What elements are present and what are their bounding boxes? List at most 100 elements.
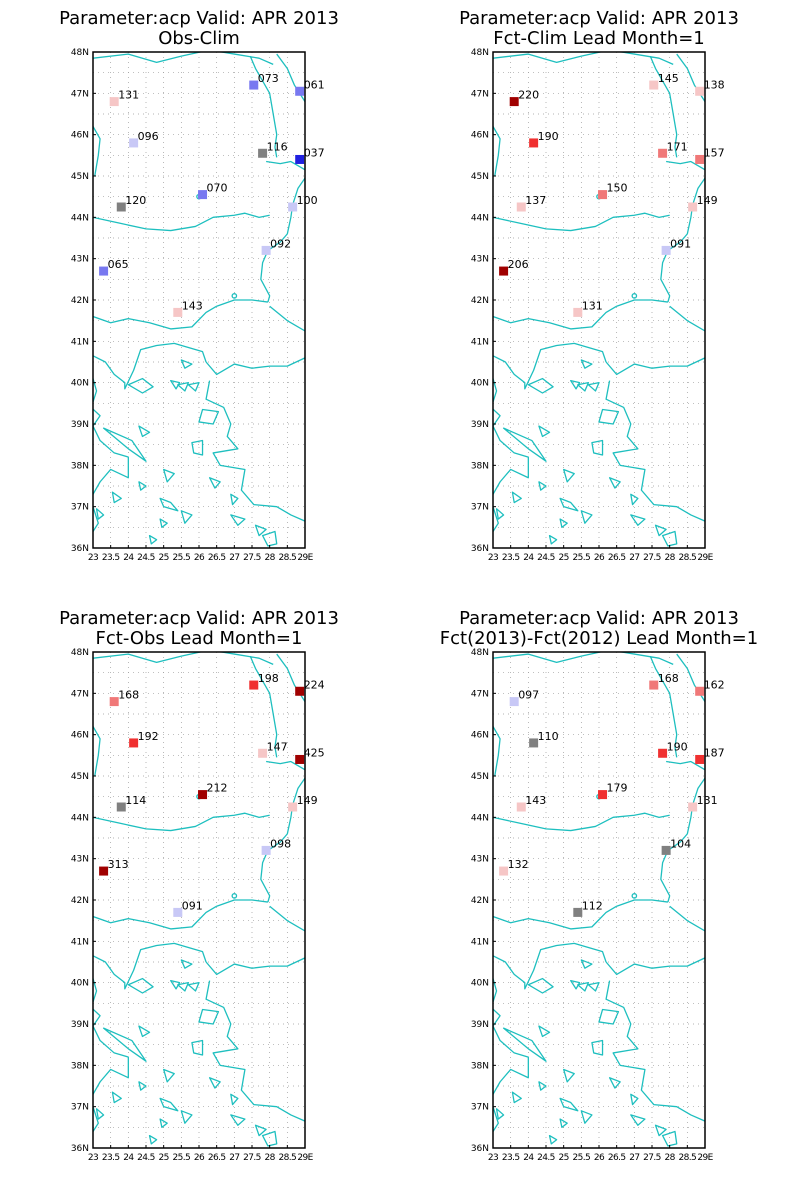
lon-tick-label: 27.5	[643, 553, 661, 563]
coastline	[93, 942, 207, 990]
lon-tick-label: 26	[194, 1153, 205, 1163]
lon-tick-label: 29E	[697, 553, 713, 563]
island-outline	[163, 468, 175, 483]
station-marker	[658, 748, 668, 758]
station-value-label: 198	[258, 672, 279, 685]
station-marker	[109, 97, 119, 107]
coastline	[669, 305, 705, 332]
island-outline	[138, 481, 147, 491]
island-outline	[598, 408, 620, 425]
station-marker	[295, 686, 305, 696]
station-marker	[688, 802, 698, 812]
lat-tick-label: 47N	[71, 89, 89, 99]
island-outline	[502, 427, 547, 462]
station-marker	[649, 680, 659, 690]
coastline	[205, 357, 305, 376]
coastline	[260, 177, 305, 303]
island-outline	[527, 377, 554, 394]
lon-tick-label: 25	[159, 553, 169, 563]
coastline	[93, 126, 101, 177]
station-marker	[198, 790, 208, 800]
station-marker	[295, 754, 305, 764]
coastline	[493, 942, 607, 990]
coastline	[249, 655, 278, 758]
station-marker	[516, 202, 526, 212]
lon-tick-label: 29E	[697, 1153, 713, 1163]
station-marker	[688, 202, 698, 212]
island-outline	[511, 1091, 522, 1104]
coastline	[666, 760, 705, 771]
lat-tick-label: 45N	[71, 172, 89, 182]
island-outline	[230, 1093, 239, 1106]
coastline	[93, 652, 274, 665]
coastline	[493, 506, 499, 532]
lat-tick-label: 47N	[471, 689, 489, 699]
coastline	[493, 126, 501, 177]
lat-tick-label: 36N	[471, 1144, 489, 1154]
lat-tick-label: 38N	[471, 461, 489, 471]
lat-tick-label: 38N	[71, 1061, 89, 1071]
panel-subtitle: Obs-Clim	[158, 28, 240, 49]
panel-title: Parameter:acp Valid: APR 2013	[59, 8, 339, 29]
island-outline	[191, 439, 204, 456]
station-marker	[288, 802, 298, 812]
island-outline	[127, 377, 154, 394]
coastline	[660, 177, 705, 303]
station-marker	[173, 907, 183, 917]
coastline	[249, 55, 278, 158]
island-outline	[230, 514, 246, 526]
lon-tick-label: 28	[265, 1153, 276, 1163]
island-outline	[570, 979, 581, 990]
lon-tick-label: 28	[665, 1153, 676, 1163]
station-marker	[173, 307, 183, 317]
lon-tick-label: 24.5	[537, 1153, 555, 1163]
island-outline	[608, 477, 621, 489]
coastline	[511, 1167, 610, 1179]
island-outline	[180, 959, 193, 969]
island-outline	[102, 427, 147, 462]
island-outline	[177, 982, 190, 992]
island-outline	[563, 468, 575, 483]
coastline	[216, 299, 268, 307]
lon-tick-label: 28.5	[679, 553, 697, 563]
lat-tick-label: 42N	[71, 896, 89, 906]
island-outline	[559, 1097, 579, 1112]
island-outline	[495, 1108, 505, 1120]
island-outline	[587, 382, 600, 392]
station-value-label: 065	[108, 258, 129, 271]
lon-tick-label: 25	[559, 553, 569, 563]
station-value-label: 206	[508, 258, 529, 271]
coastline	[605, 380, 705, 522]
coastline	[266, 160, 305, 171]
lat-tick-label: 38N	[471, 1061, 489, 1071]
island-outline	[630, 493, 639, 506]
map-panel: Parameter:acp Valid: APR 2013Fct(2013)-F…	[440, 608, 758, 1179]
lat-tick-label: 44N	[71, 813, 89, 823]
lon-tick-label: 27.5	[643, 1153, 661, 1163]
station-value-label: 100	[297, 194, 318, 207]
lat-tick-label: 36N	[71, 1144, 89, 1154]
lon-tick-label: 28.5	[679, 1153, 697, 1163]
station-marker	[116, 802, 126, 812]
station-marker	[649, 80, 659, 90]
island-outline	[559, 497, 579, 512]
station-marker	[129, 138, 139, 148]
station-marker	[295, 154, 305, 164]
island-outline	[198, 408, 220, 425]
station-marker	[573, 907, 583, 917]
lat-tick-label: 45N	[471, 772, 489, 782]
station-value-label: 116	[267, 140, 288, 153]
station-value-label: 097	[518, 689, 539, 702]
station-marker	[116, 202, 126, 212]
coastline	[93, 726, 101, 777]
lat-tick-label: 41N	[471, 337, 489, 347]
island-outline	[563, 1068, 575, 1083]
lon-tick-label: 27.5	[243, 553, 261, 563]
station-value-label: 162	[704, 678, 725, 691]
lon-tick-label: 23.5	[102, 1153, 120, 1163]
island-outline	[95, 1108, 105, 1120]
lon-tick-label: 28	[665, 553, 676, 563]
lon-tick-label: 28.5	[279, 1153, 297, 1163]
island-outline	[254, 1124, 267, 1137]
station-marker	[573, 307, 583, 317]
